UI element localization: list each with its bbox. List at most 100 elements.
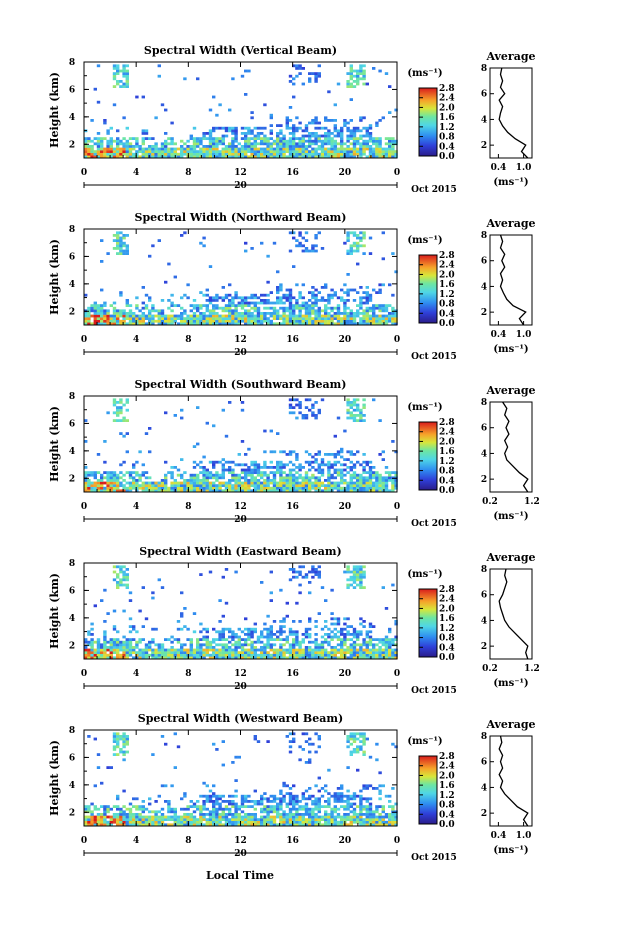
heatmap-cell [308, 460, 312, 464]
heatmap-cell [100, 818, 104, 821]
heatmap-cell [327, 484, 331, 487]
heatmap-cell [356, 74, 360, 78]
heatmap-cells [84, 398, 398, 493]
heatmap-cell [292, 640, 296, 644]
heatmap-cell [122, 434, 126, 438]
heatmap-cell [196, 139, 200, 143]
heatmap-cell [346, 152, 350, 156]
heatmap-cell [346, 249, 350, 253]
heatmap-cell [93, 486, 97, 490]
heatmap-cell [167, 150, 171, 153]
heatmap-cell [106, 155, 110, 159]
heatmap-cell [285, 119, 289, 122]
heatmap-cell [356, 234, 360, 237]
heatmap-cell [96, 648, 101, 652]
heatmap-cell [202, 147, 206, 151]
heatmap-cell [311, 476, 315, 480]
avg-x-tick-label: 0.4 [491, 163, 507, 173]
heatmap-cell [205, 317, 209, 320]
heatmap-cell [202, 304, 206, 307]
heatmap-cell [221, 807, 225, 811]
heatmap-cell [308, 648, 312, 652]
heatmap-cell [352, 815, 357, 819]
heatmap-cell [109, 484, 113, 487]
heatmap-cell [301, 820, 305, 824]
heatmap-cell [199, 317, 203, 320]
heatmap-cell [196, 484, 200, 487]
heatmap-cell [384, 72, 389, 75]
heatmap-cell [359, 622, 363, 626]
heatmap-cell [215, 319, 219, 323]
heatmap-cell [368, 466, 373, 469]
heatmap-cell [96, 651, 101, 654]
heatmap-cell [228, 800, 232, 803]
heatmap-cell [308, 633, 312, 636]
heatmap-cell [164, 489, 168, 493]
heatmap-cell [298, 142, 302, 146]
heatmap-cell [212, 314, 216, 318]
heatmap-cell [330, 481, 334, 485]
heatmap-cell [186, 147, 190, 151]
heatmap-cell [288, 807, 293, 811]
heatmap-cell [247, 823, 251, 827]
heatmap-cell [368, 319, 373, 323]
heatmap-cell [196, 304, 200, 307]
heatmap-cell [346, 745, 350, 749]
heatmap-cell [202, 236, 206, 240]
heatmap-cell [221, 286, 225, 289]
heatmap-cell [288, 489, 293, 493]
heatmap-cell [192, 126, 197, 130]
heatmap-cell [93, 489, 97, 493]
heatmap-cell [116, 401, 120, 404]
heatmap-cell [276, 147, 280, 151]
heatmap-cell [176, 745, 181, 749]
heatmap-cell [282, 656, 286, 660]
heatmap-cell [218, 137, 222, 140]
heatmap-cell [324, 633, 328, 636]
heatmap-cell [298, 466, 302, 469]
heatmap-cell [381, 257, 385, 261]
heatmap-cell [279, 471, 283, 474]
heatmap-cell [122, 656, 126, 660]
heatmap-cell [320, 147, 325, 151]
heatmap-cell [141, 473, 145, 477]
heatmap-cell [359, 142, 363, 146]
heatmap-cell [308, 134, 312, 138]
heatmap-cell [176, 640, 181, 644]
heatmap-cell [218, 296, 222, 300]
heatmap-cell [368, 486, 373, 490]
heatmap-cell [333, 800, 337, 803]
heatmap-cell [365, 479, 369, 482]
heatmap-cell [154, 813, 158, 816]
heatmap-cell [279, 484, 283, 487]
heatmap-cell [304, 314, 309, 318]
heatmap-cell [349, 481, 353, 485]
heatmap-cell [180, 458, 184, 461]
heatmap-cell [247, 142, 251, 146]
heatmap-cell [359, 575, 363, 579]
heatmap-cell [301, 67, 305, 70]
heatmap-cell [180, 653, 184, 657]
heatmap-cell [144, 648, 149, 652]
heatmap-cell [394, 486, 398, 490]
heatmap-cell [336, 815, 341, 819]
heatmap-cell [314, 119, 318, 122]
heatmap-cell [237, 820, 241, 824]
heatmap-cell [128, 471, 133, 474]
heatmap-cell [260, 293, 264, 297]
heatmap-cell [106, 471, 110, 474]
average-frame [489, 401, 533, 493]
avg-y-tick-label: 8 [481, 64, 487, 74]
heatmap-cell [336, 453, 341, 456]
heatmap-cell [384, 306, 389, 310]
heatmap-cell [218, 815, 222, 819]
heatmap-cell [157, 643, 161, 647]
heatmap-cell [215, 656, 219, 660]
heatmap-cell [135, 304, 139, 307]
heatmap-cell [202, 134, 206, 138]
heatmap-cell [260, 126, 264, 130]
heatmap-cell [202, 823, 206, 827]
heatmap-cell [116, 643, 120, 647]
heatmap-cell [378, 638, 382, 641]
heatmap-cell [298, 807, 302, 811]
